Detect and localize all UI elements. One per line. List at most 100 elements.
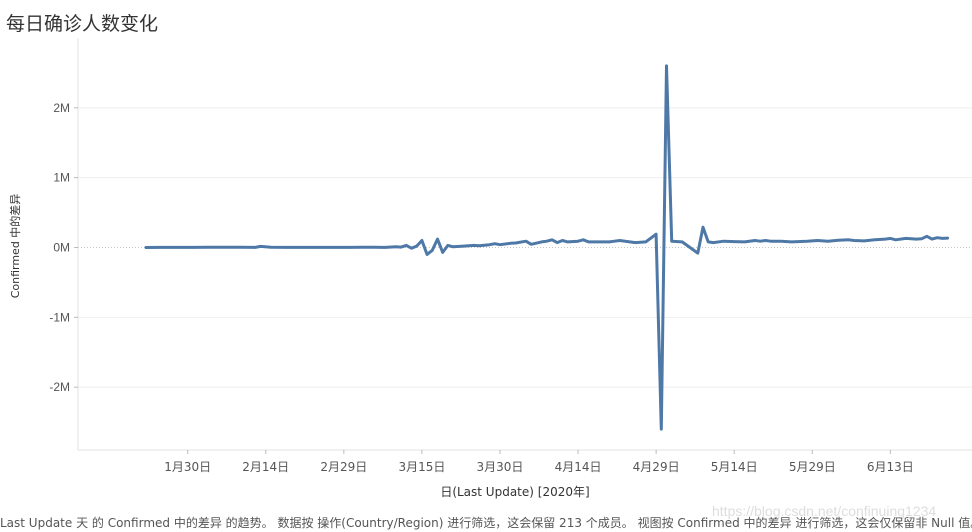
data-point	[873, 238, 876, 241]
data-point	[665, 64, 668, 68]
chart-caption: Last Update 天 的 Confirmed 中的差异 的趋势。 数据按 …	[0, 516, 972, 530]
gridlines	[78, 107, 972, 388]
data-point	[660, 427, 663, 431]
data-point	[613, 240, 616, 243]
data-point	[764, 239, 767, 242]
chart-title: 每日确诊人数变化	[6, 13, 159, 35]
y-axis-title: Confirmed 中的差异	[8, 194, 22, 299]
y-tick-label: -1M	[49, 310, 70, 324]
data-point	[238, 246, 241, 249]
data-point	[805, 240, 809, 243]
data-point	[160, 246, 163, 249]
data-point	[779, 240, 783, 243]
data-point	[514, 241, 517, 245]
data-point	[946, 236, 949, 240]
data-point	[259, 245, 262, 248]
data-point	[301, 246, 304, 249]
data-point	[925, 235, 928, 238]
data-point	[415, 244, 418, 248]
labels: 2M 1M 0M -1M -2M 1月30日 2月14日 2月29日 3月15日 3月30日 4月1…	[8, 101, 914, 499]
data-point	[451, 245, 455, 248]
data-point	[472, 244, 476, 247]
data-point	[654, 233, 658, 236]
data-point	[462, 244, 465, 248]
x-tick-label: 5月14日	[711, 460, 758, 474]
data-point	[743, 240, 746, 244]
data-point	[816, 239, 819, 242]
line-chart: 2M 1M 0M -1M -2M 1月30日 2月14日 2月29日 3月15日 3月30日 4月1…	[8, 38, 972, 499]
data-point	[597, 240, 601, 244]
x-tick-label: 5月29日	[789, 460, 836, 474]
data-point	[753, 239, 757, 242]
x-tick-label: 2月14日	[242, 460, 289, 474]
data-point	[670, 240, 673, 243]
data-point	[488, 243, 491, 246]
data-point	[425, 253, 429, 256]
data-point	[332, 246, 335, 249]
series-layer	[144, 64, 950, 431]
data-point	[826, 240, 830, 243]
data-point	[191, 246, 195, 249]
data-point	[394, 245, 398, 248]
data-point	[681, 240, 684, 244]
x-tick-label: 4月29日	[633, 460, 680, 474]
data-point	[410, 247, 413, 250]
data-point	[399, 245, 403, 249]
x-tick-label: 6月13日	[867, 460, 914, 474]
data-point	[436, 237, 439, 241]
x-tick-label: 4月14日	[555, 460, 602, 474]
data-point	[894, 238, 897, 241]
data-point	[498, 243, 502, 246]
data-point	[936, 236, 939, 239]
series-line	[144, 64, 950, 431]
y-tick-label: 0M	[53, 240, 70, 254]
data-point	[530, 243, 533, 246]
data-point	[576, 240, 580, 243]
data-point	[566, 240, 569, 244]
data-point	[920, 237, 923, 240]
data-point	[707, 240, 710, 244]
data-point	[144, 246, 148, 249]
y-tick-label: -2M	[49, 380, 70, 394]
x-axis-title: 日(Last Update) [2020年]	[440, 485, 589, 499]
data-point	[722, 240, 725, 243]
x-tick-label: 3月30日	[477, 460, 524, 474]
data-point	[644, 240, 647, 244]
data-point	[207, 246, 210, 249]
data-point	[222, 246, 226, 249]
y-tick-label: 2M	[53, 101, 70, 115]
data-point	[847, 238, 850, 241]
data-point	[478, 244, 481, 247]
data-point	[904, 237, 908, 240]
data-point	[837, 239, 840, 242]
data-point	[269, 246, 273, 249]
x-tick-label: 2月29日	[320, 460, 367, 474]
axes	[74, 38, 972, 454]
data-point	[712, 241, 715, 244]
data-point	[176, 246, 179, 249]
data-point	[384, 246, 387, 249]
data-point	[701, 226, 705, 229]
data-point	[618, 239, 621, 242]
data-point	[524, 240, 528, 243]
data-point	[431, 249, 434, 252]
data-point	[634, 241, 637, 244]
data-point	[441, 251, 444, 254]
data-point	[540, 240, 543, 244]
data-point	[915, 237, 918, 241]
data-point	[884, 237, 887, 241]
data-point	[769, 240, 772, 243]
data-point	[889, 237, 892, 240]
data-point	[363, 246, 366, 249]
data-point	[759, 240, 762, 243]
data-point	[608, 240, 611, 244]
data-point	[420, 239, 424, 242]
y-tick-label: 1M	[53, 171, 70, 185]
data-point	[587, 240, 590, 244]
data-point	[852, 239, 856, 242]
data-point	[509, 242, 512, 245]
data-point	[493, 242, 496, 245]
data-point	[582, 238, 585, 241]
data-point	[561, 239, 564, 242]
data-point	[733, 240, 736, 243]
